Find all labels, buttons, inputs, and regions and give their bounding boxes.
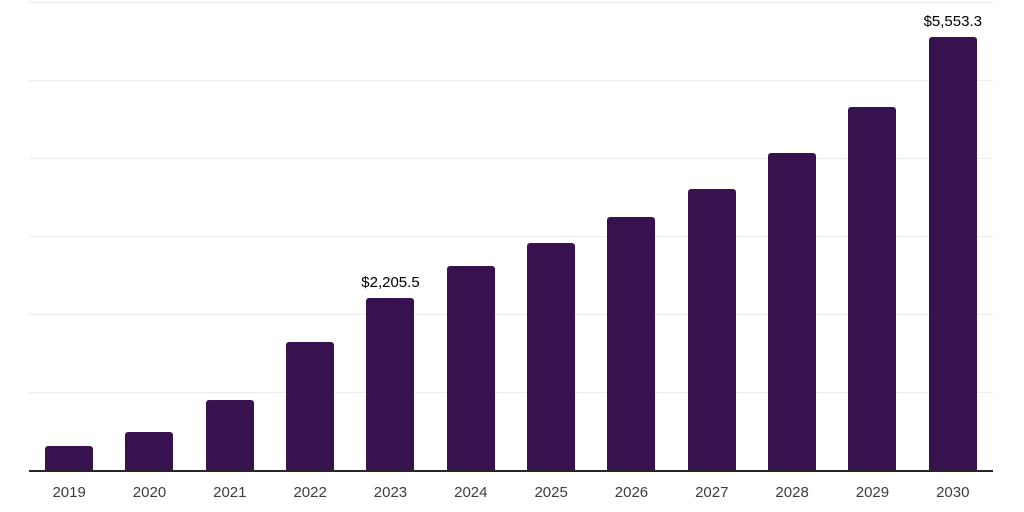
bar-slot-2019 (29, 2, 109, 470)
bar-2026 (607, 216, 656, 470)
bar-slot-2022 (270, 2, 350, 470)
gridline-1000 (29, 392, 993, 393)
bar-2019 (45, 445, 94, 470)
bar-2029 (848, 106, 897, 470)
bar-2028 (768, 152, 817, 470)
x-tick-label-2020: 2020 (132, 484, 167, 501)
x-tick-label-2019: 2019 (52, 484, 86, 501)
x-tick-label-2026: 2026 (614, 484, 649, 501)
gridline-6000 (29, 2, 993, 3)
bar-2030 (928, 36, 977, 470)
gridline-2000 (29, 314, 993, 315)
bar-slot-2028 (752, 2, 832, 470)
bar-slot-2023: $2,205.5 (350, 2, 430, 470)
bar-slot-2020 (109, 2, 189, 470)
data-label-2023: $2,205.5 (361, 274, 420, 291)
x-tick-label-2024: 2024 (454, 484, 488, 501)
bar-slot-2025 (511, 2, 591, 470)
gridline-3000 (29, 236, 993, 237)
x-axis-tick-labels: 2019 2020 2021 2022 2023 2024 2025 2026 2027 2028… (29, 484, 993, 501)
bar-2020 (125, 431, 174, 470)
bar-2025 (527, 243, 576, 470)
bar-slot-2026 (591, 2, 671, 470)
x-tick-label-2022: 2022 (293, 484, 327, 501)
x-tick-label-2023: 2023 (373, 484, 408, 501)
bar-2021 (205, 400, 254, 470)
x-tick-label-2021: 2021 (213, 484, 247, 501)
x-tick-label-2025: 2025 (534, 484, 568, 501)
x-tick-label-2028: 2028 (775, 484, 809, 501)
gridline-4000 (29, 158, 993, 159)
bar-slot-2027 (672, 2, 752, 470)
data-label-2030: $5,553.3 (923, 12, 982, 30)
x-tick-label-2030: 2030 (936, 484, 970, 501)
bar-2024 (446, 266, 495, 470)
bar-slot-2021 (190, 2, 270, 470)
bar-slot-2030: $5,553.3 (913, 2, 993, 470)
bar-2023 (366, 298, 415, 470)
bar-2022 (286, 342, 335, 470)
x-tick-label-2029: 2029 (855, 484, 890, 501)
plot-area: $2,205.5 $5,553.3 (29, 2, 993, 472)
gridline-5000 (29, 80, 993, 81)
bar-slot-2024 (431, 2, 511, 470)
x-tick-label-2027: 2027 (695, 484, 729, 501)
bar-slot-2029 (832, 2, 912, 470)
bar-2027 (687, 189, 736, 470)
bars-layer: $2,205.5 $5,553.3 (29, 2, 993, 470)
